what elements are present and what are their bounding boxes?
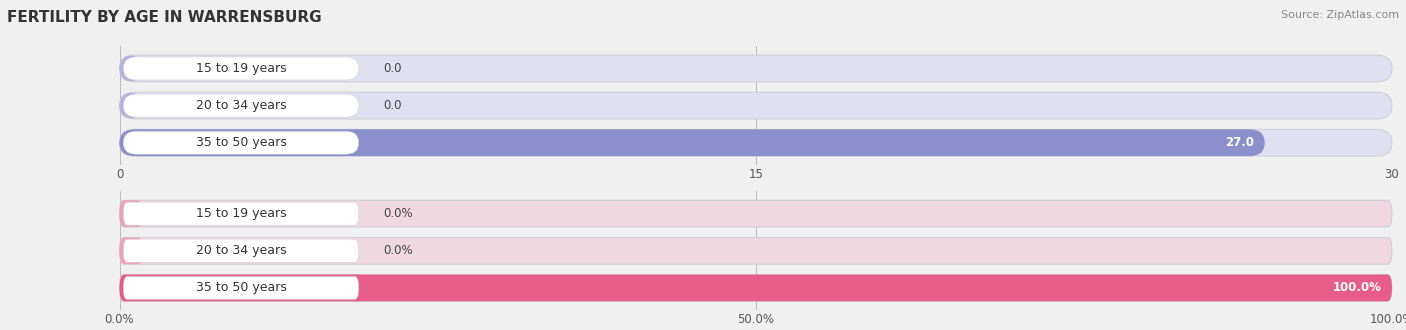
FancyBboxPatch shape (120, 92, 1392, 119)
Text: 20 to 34 years: 20 to 34 years (195, 244, 287, 257)
Text: 15 to 19 years: 15 to 19 years (195, 207, 287, 220)
Text: 35 to 50 years: 35 to 50 years (195, 281, 287, 294)
FancyBboxPatch shape (124, 94, 359, 117)
FancyBboxPatch shape (120, 129, 1265, 156)
FancyBboxPatch shape (124, 202, 359, 225)
FancyBboxPatch shape (120, 275, 1392, 301)
Text: 35 to 50 years: 35 to 50 years (195, 136, 287, 149)
FancyBboxPatch shape (120, 200, 142, 227)
Text: 100.0%: 100.0% (1333, 281, 1382, 294)
Text: 20 to 34 years: 20 to 34 years (195, 99, 287, 112)
FancyBboxPatch shape (120, 129, 1392, 156)
FancyBboxPatch shape (124, 131, 359, 154)
Text: 15 to 19 years: 15 to 19 years (195, 62, 287, 75)
Text: 0.0: 0.0 (382, 62, 401, 75)
FancyBboxPatch shape (120, 55, 1392, 82)
FancyBboxPatch shape (124, 239, 359, 262)
Text: Source: ZipAtlas.com: Source: ZipAtlas.com (1281, 10, 1399, 20)
FancyBboxPatch shape (120, 238, 1392, 264)
Text: 27.0: 27.0 (1226, 136, 1254, 149)
Text: 0.0%: 0.0% (382, 207, 412, 220)
FancyBboxPatch shape (120, 200, 1392, 227)
FancyBboxPatch shape (124, 277, 359, 299)
Text: 0.0%: 0.0% (382, 244, 412, 257)
FancyBboxPatch shape (120, 55, 142, 82)
FancyBboxPatch shape (120, 92, 142, 119)
FancyBboxPatch shape (124, 57, 359, 80)
FancyBboxPatch shape (120, 275, 1392, 301)
Text: FERTILITY BY AGE IN WARRENSBURG: FERTILITY BY AGE IN WARRENSBURG (7, 10, 322, 25)
Text: 0.0: 0.0 (382, 99, 401, 112)
FancyBboxPatch shape (120, 238, 142, 264)
